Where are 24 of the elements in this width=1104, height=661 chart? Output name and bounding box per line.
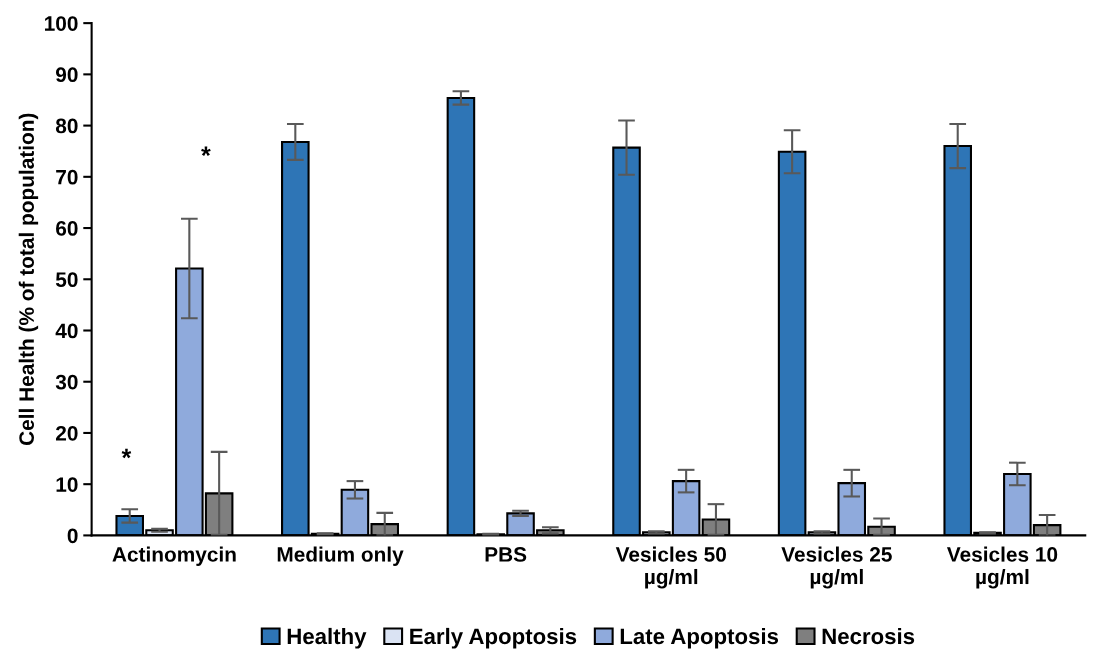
- y-tick-label: 100: [44, 16, 78, 31]
- y-tick-label: 10: [56, 477, 78, 492]
- x-tick-label: Medium only: [277, 546, 404, 566]
- legend-label: Necrosis: [822, 627, 915, 645]
- legend-label: Early Apoptosis: [410, 627, 577, 649]
- y-tick-label: 20: [55, 425, 78, 441]
- annotation: *: [201, 146, 211, 156]
- y-tick-label: 90: [55, 67, 78, 83]
- legend-label: Healthy: [287, 627, 367, 649]
- y-axis-title: Cell Health (% of total population): [18, 113, 39, 446]
- x-tick-label: PBS: [485, 547, 527, 562]
- y-tick-label: 40: [55, 323, 78, 339]
- y-tick-label: 80: [55, 118, 78, 134]
- y-tick-label: 50: [55, 272, 78, 288]
- annotation: *: [121, 448, 132, 459]
- y-tick-label: 70: [56, 169, 78, 185]
- x-tick-label: Vesicles 10 µg/ml: [946, 546, 1058, 589]
- legend-label: Late Apoptosis: [620, 627, 779, 649]
- x-tick-label: Vesicles 50 µg/ml: [615, 546, 726, 589]
- y-tick-label: 0: [67, 528, 78, 544]
- x-tick-label: Vesicles 25 µg/ml: [781, 546, 892, 589]
- y-tick-label: 30: [55, 374, 78, 390]
- y-tick-label: 60: [56, 221, 78, 236]
- x-tick-label: Actinomycin: [112, 546, 236, 566]
